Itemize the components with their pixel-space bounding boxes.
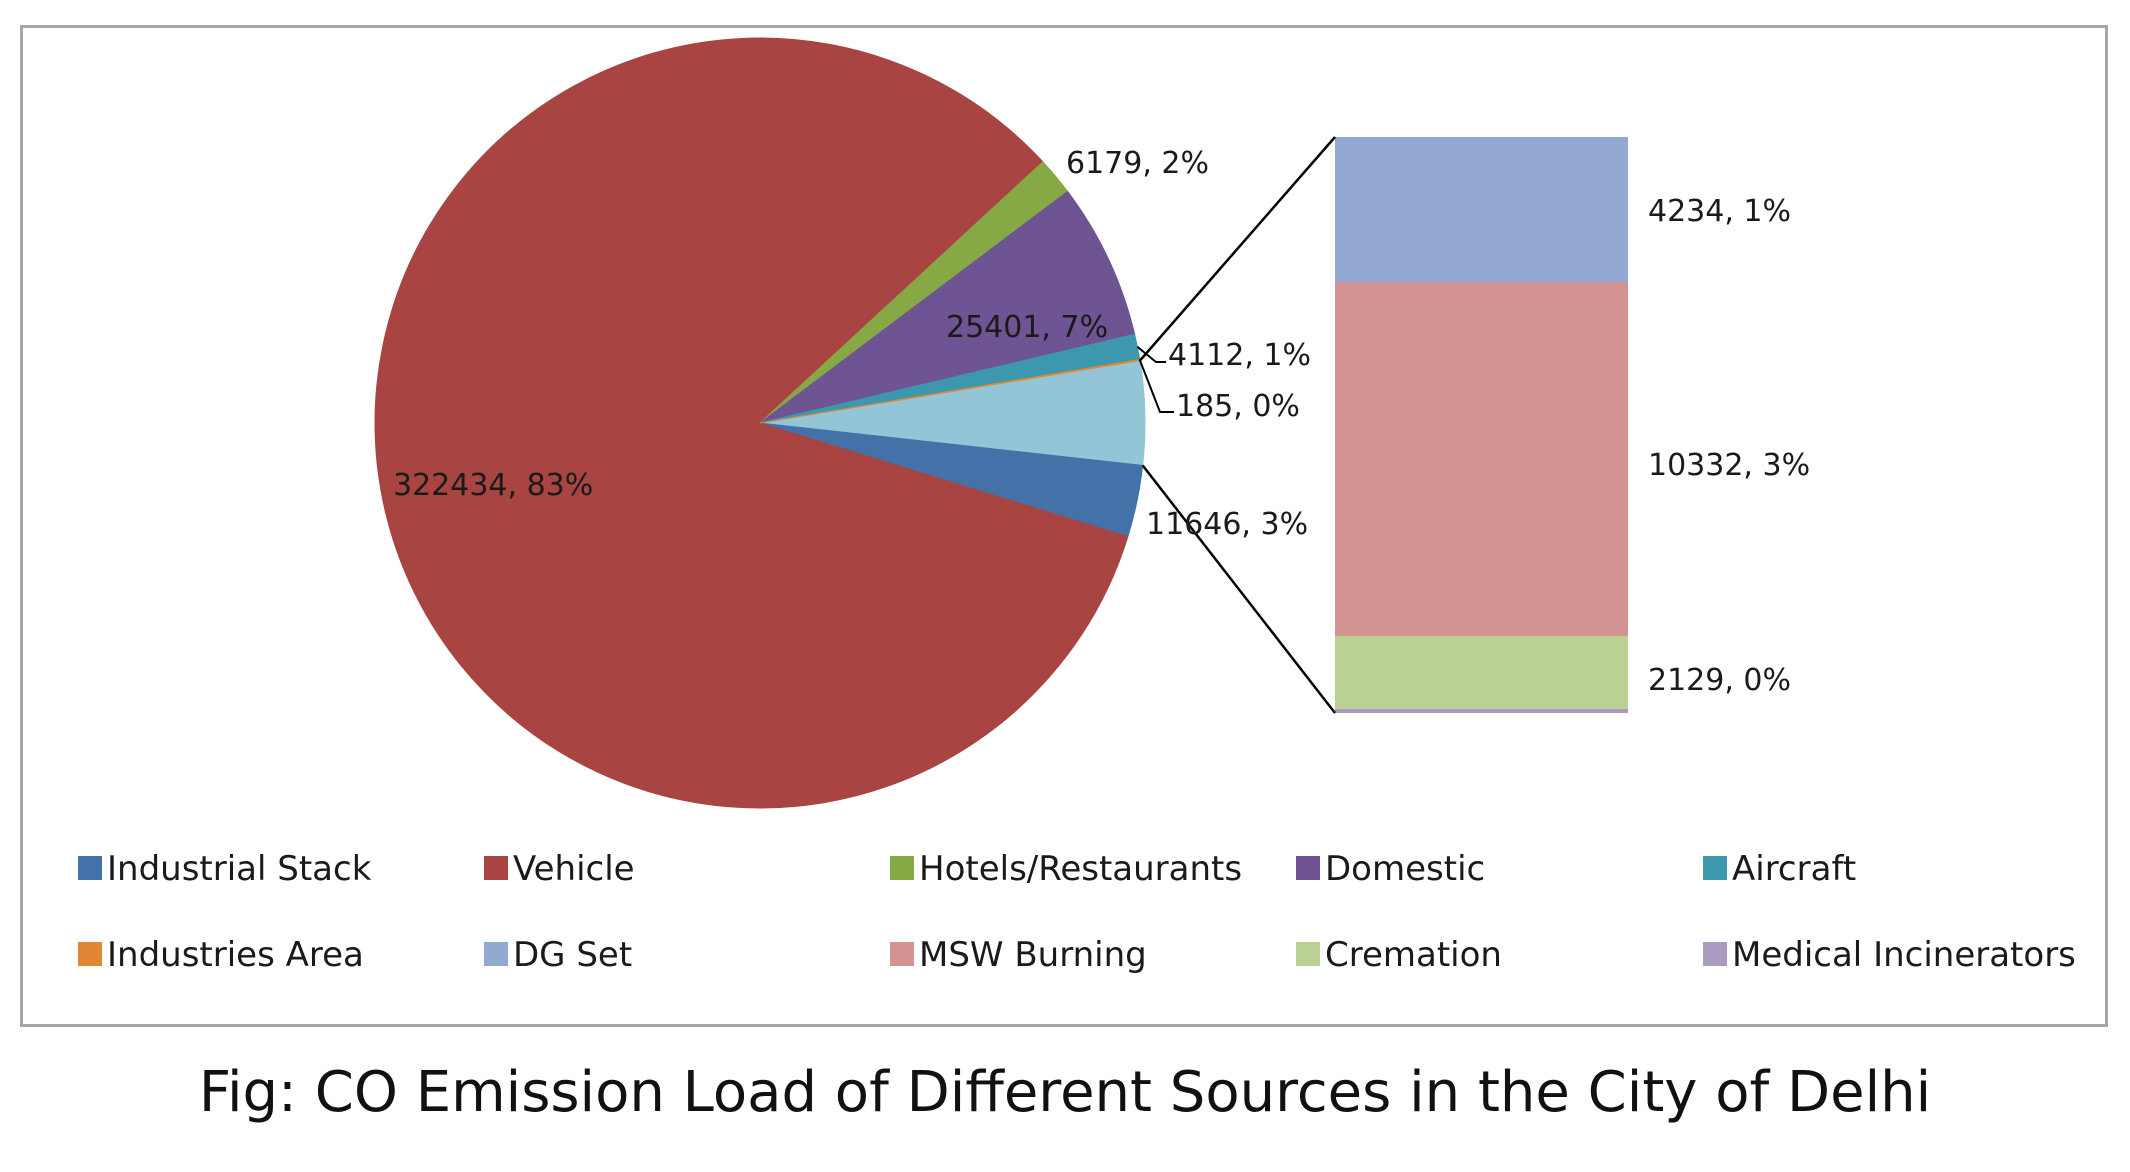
pie-slice-domestic [759, 190, 1136, 424]
data-label-cremation: 2129, 0% [1648, 663, 1791, 698]
data-labels: 11646, 3% 322434, 83% 6179, 2% 25401, 7% 411… [393, 146, 1810, 698]
data-label-hotels-restaurants: 6179, 2% [1066, 146, 1209, 181]
pie-bar-connectors [1138, 136, 1336, 714]
leader-line-industries-area [1138, 359, 1174, 413]
data-label-msw-burning: 10332, 3% [1648, 448, 1810, 483]
pie-chart [374, 37, 1146, 809]
bar-segment-dg-set [1335, 137, 1628, 283]
bar-segment-cremation [1335, 635, 1628, 709]
legend-label-cremation: Cremation [1325, 935, 1502, 975]
connector-line-bottom [1141, 464, 1336, 714]
leader-line-aircraft [1136, 346, 1166, 363]
legend-swatch-hotels-restaurants [890, 856, 914, 880]
legend-swatch-medical-incinerators [1703, 942, 1727, 966]
legend-label-msw-burning: MSW Burning [919, 935, 1147, 975]
legend-swatch-msw-burning [890, 942, 914, 966]
bar-segment-medical-incinerators [1335, 708, 1628, 713]
legend-swatch-industries-area [78, 942, 102, 966]
legend-swatch-aircraft [1703, 856, 1727, 880]
legend-label-industries-area: Industries Area [107, 935, 364, 975]
legend-swatch-cremation [1296, 942, 1320, 966]
data-label-domestic: 25401, 7% [946, 310, 1108, 345]
legend-label-vehicle: Vehicle [513, 849, 635, 889]
legend-swatch-vehicle [484, 856, 508, 880]
bar-segment-msw-burning [1335, 282, 1628, 636]
legend-label-industrial-stack: Industrial Stack [107, 849, 372, 889]
data-label-dg-set: 4234, 1% [1648, 194, 1791, 229]
legend-label-domestic: Domestic [1325, 849, 1485, 889]
data-label-industrial-stack: 11646, 3% [1146, 507, 1308, 542]
data-label-industries-area: 185, 0% [1176, 389, 1300, 424]
data-label-vehicle: 322434, 83% [393, 468, 593, 503]
legend-label-aircraft: Aircraft [1732, 849, 1856, 889]
legend: Industrial Stack Vehicle Hotels/Restaurant… [78, 849, 2076, 975]
bar-of-pie-stack [1335, 137, 1628, 713]
legend-swatch-domestic [1296, 856, 1320, 880]
figure-caption: Fig: CO Emission Load of Different Sourc… [198, 1060, 1932, 1125]
connector-line-top [1138, 136, 1336, 362]
legend-swatch-industrial-stack [78, 856, 102, 880]
legend-swatch-dg-set [484, 942, 508, 966]
legend-label-medical-incinerators: Medical Incinerators [1732, 935, 2076, 975]
legend-label-dg-set: DG Set [513, 935, 632, 975]
legend-label-hotels-restaurants: Hotels/Restaurants [919, 849, 1242, 889]
pie-slice-vehicle [374, 37, 1129, 809]
data-label-aircraft: 4112, 1% [1168, 338, 1311, 373]
